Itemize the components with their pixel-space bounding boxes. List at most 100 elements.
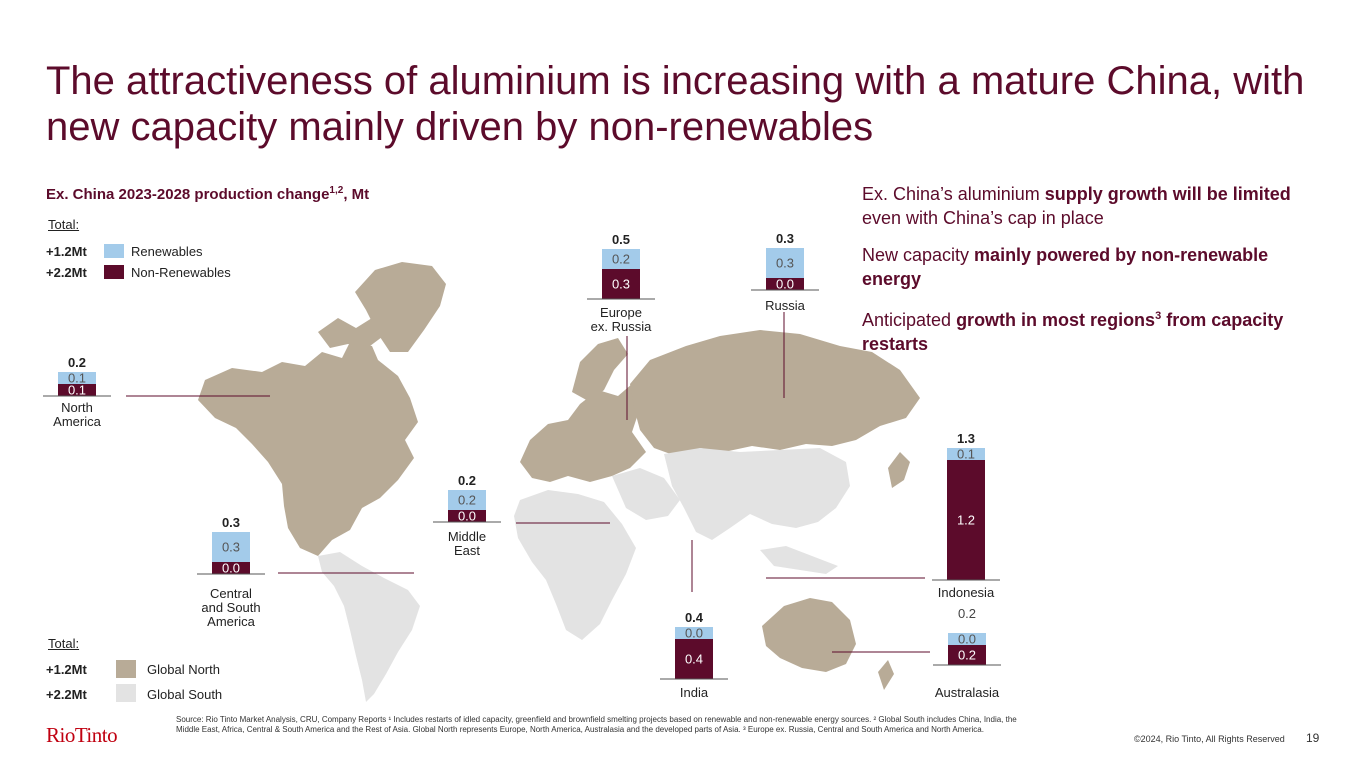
region-bar-group: 0.0 0.3 0.3 Russia xyxy=(751,231,819,313)
data-label-renewables: 0.1 xyxy=(68,371,86,386)
bullet-1-bold: supply growth will be limited xyxy=(1044,184,1291,204)
legend-swatch-global-south xyxy=(116,684,136,702)
map-europe xyxy=(520,384,646,482)
bar-non-renewables xyxy=(448,510,486,522)
data-label-renewables: 0.1 xyxy=(957,447,975,462)
data-label-renewables: 0.0 xyxy=(958,632,976,647)
region-name-label: Australasia xyxy=(935,685,1000,700)
key-message-1: Ex. China’s aluminium supply growth will… xyxy=(862,182,1322,230)
total-label: 0.2 xyxy=(958,606,976,621)
page-title: The attractiveness of aluminium is incre… xyxy=(46,59,1305,149)
bar-non-renewables xyxy=(675,639,713,679)
data-label-non-renewables: 1.2 xyxy=(957,513,975,528)
key-message-2: New capacity mainly powered by non-renew… xyxy=(862,243,1322,291)
region-name-label: America xyxy=(207,614,255,629)
legend-swatch-global-north xyxy=(116,660,136,678)
rio-tinto-logo: RioTinto xyxy=(46,723,118,747)
data-label-non-renewables: 0.0 xyxy=(458,509,476,524)
legend-top-total-renewables: +1.2Mt xyxy=(46,244,87,259)
data-label-non-renewables: 0.3 xyxy=(612,277,630,292)
region-name-label: Russia xyxy=(765,298,806,313)
key-message-3: Anticipated growth in most regions3 from… xyxy=(862,304,1322,356)
total-label: 0.5 xyxy=(612,232,630,247)
region-name-label: Europe xyxy=(600,305,642,320)
total-label: 1.3 xyxy=(957,431,975,446)
legend-label-renewables: Renewables xyxy=(131,244,203,259)
legend-label-nonrenewables: Non-Renewables xyxy=(131,265,231,280)
data-label-non-renewables: 0.2 xyxy=(958,648,976,663)
legend-top-total-nonrenewables: +2.2Mt xyxy=(46,265,87,280)
data-label-non-renewables: 0.0 xyxy=(776,277,794,292)
region-name-label: North xyxy=(61,400,93,415)
leader-lines xyxy=(126,312,930,653)
map-new-zealand xyxy=(878,660,894,690)
legend-swatch-nonrenewables xyxy=(104,265,124,279)
total-label: 0.4 xyxy=(685,610,704,625)
data-label-renewables: 0.3 xyxy=(776,256,794,271)
total-label: 0.3 xyxy=(776,231,794,246)
region-name-label: and South xyxy=(201,600,260,615)
legend-bottom-total-label: Total: xyxy=(48,636,80,651)
footnote: Source: Rio Tinto Market Analysis, CRU, … xyxy=(176,715,1017,734)
legend-bottom-total-north: +1.2Mt xyxy=(46,662,87,677)
map-japan xyxy=(888,452,910,488)
total-label: 0.3 xyxy=(222,515,240,530)
legend-label-global-south: Global South xyxy=(147,687,223,702)
region-name-label: India xyxy=(680,685,709,700)
legend-top-total-label: Total: xyxy=(48,217,80,232)
region-name-label: Central xyxy=(210,586,252,601)
data-label-non-renewables: 0.0 xyxy=(222,561,240,576)
page-number: 19 xyxy=(1306,731,1320,745)
map-russia xyxy=(630,330,920,456)
world-map xyxy=(198,262,920,702)
map-greenland xyxy=(355,262,446,352)
map-africa xyxy=(514,490,636,640)
legend-label-global-north: Global North xyxy=(147,662,220,677)
data-label-non-renewables: 0.4 xyxy=(685,652,703,667)
bar-non-renewables xyxy=(58,384,96,396)
region-name-label: ex. Russia xyxy=(591,319,652,334)
bullet-3-bold: growth in most regions3 from capacity re… xyxy=(862,310,1284,354)
map-middle-east xyxy=(612,468,680,520)
map-canada-islands xyxy=(318,318,386,348)
data-label-renewables: 0.3 xyxy=(222,540,240,555)
map-scandinavia xyxy=(572,338,628,402)
bar-non-renewables xyxy=(602,269,640,299)
legend-swatch-renewables xyxy=(104,244,124,258)
region-name-label: Middle xyxy=(448,529,486,544)
bar-non-renewables xyxy=(766,278,804,290)
map-se-asia-islands xyxy=(760,546,838,574)
total-label: 0.2 xyxy=(68,355,86,370)
bullet-2-bold: mainly powered by non-renewable energy xyxy=(862,245,1269,289)
data-label-non-renewables: 0.1 xyxy=(68,383,86,398)
map-latin-america xyxy=(318,552,420,702)
bar-non-renewables xyxy=(212,562,250,574)
region-bar-group: 1.2 0.11.3 Indonesia xyxy=(932,431,1000,600)
data-label-renewables: 0.2 xyxy=(612,252,630,267)
subtitle-text: Ex. China 2023-2028 production change xyxy=(46,186,330,203)
bar-charts: 0.10.10.2NorthAmerica0.00.30.3Centraland… xyxy=(43,231,1001,700)
map-asia-south xyxy=(664,448,850,540)
bullet-3-text: Anticipated xyxy=(862,310,957,330)
data-label-renewables: 0.2 xyxy=(458,493,476,508)
bar-renewables xyxy=(947,448,985,460)
region-name-label: Indonesia xyxy=(938,585,995,600)
legend-bottom-total-south: +2.2Mt xyxy=(46,687,87,702)
bar-renewables xyxy=(948,633,986,645)
region-name-label: America xyxy=(53,414,101,429)
bar-renewables xyxy=(212,532,250,562)
copyright: ©2024, Rio Tinto, All Rights Reserved xyxy=(1134,734,1285,744)
map-australia xyxy=(762,598,856,672)
chart-subtitle: Ex. China 2023-2028 production change1,2… xyxy=(46,185,369,203)
bar-renewables xyxy=(602,249,640,269)
total-label: 0.2 xyxy=(458,473,476,488)
bar-non-renewables xyxy=(948,645,986,665)
bar-renewables xyxy=(766,248,804,278)
bar-renewables xyxy=(58,372,96,384)
bullet-2-text: New capacity xyxy=(862,245,975,265)
